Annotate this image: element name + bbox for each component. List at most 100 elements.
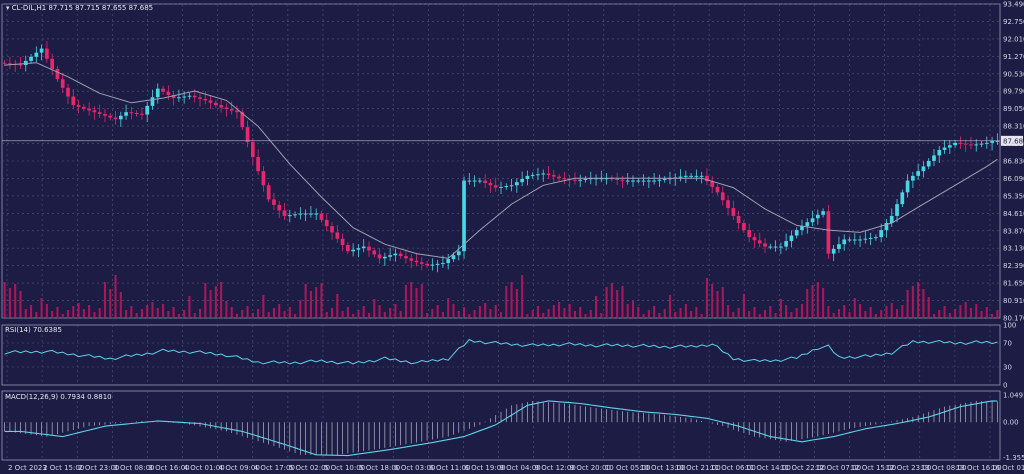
candle-up bbox=[657, 179, 662, 181]
volume-bar bbox=[262, 295, 265, 318]
volume-bar bbox=[573, 311, 576, 318]
volume-bar bbox=[721, 287, 724, 318]
volume-bar bbox=[135, 313, 138, 318]
candle-down bbox=[319, 213, 324, 220]
candle-down bbox=[171, 94, 176, 99]
volume-bar bbox=[320, 283, 323, 318]
volume-bar bbox=[156, 308, 159, 318]
volume-bar bbox=[732, 312, 735, 318]
volume-bar bbox=[980, 311, 983, 318]
candle-up bbox=[467, 180, 472, 182]
candle-down bbox=[562, 178, 567, 180]
volume-bar bbox=[241, 310, 244, 318]
rsi-tick-label: 0 bbox=[1003, 382, 1007, 390]
candle-down bbox=[726, 200, 730, 209]
y-tick-label: 80.170 bbox=[1003, 315, 1024, 323]
volume-bar bbox=[832, 313, 835, 318]
volume-bar bbox=[663, 309, 666, 318]
volume-bar bbox=[235, 314, 239, 318]
x-tick-label: 2 Oct 15:00 bbox=[43, 464, 84, 472]
rsi-tick-label: 30 bbox=[1003, 364, 1012, 372]
candle-down bbox=[129, 112, 134, 114]
volume-bar bbox=[299, 300, 302, 318]
volume-bar bbox=[341, 311, 344, 318]
candle-up bbox=[805, 222, 810, 227]
candle-up bbox=[456, 251, 461, 256]
volume-bar bbox=[72, 306, 75, 318]
candle-down bbox=[97, 112, 102, 114]
candle-up bbox=[520, 178, 524, 183]
candle-up bbox=[145, 105, 150, 115]
candle-down bbox=[747, 230, 752, 238]
x-tick-label: 16 Oct 01:00 bbox=[991, 464, 1024, 472]
y-tick-label: 92.750 bbox=[1003, 18, 1024, 26]
candle-down bbox=[113, 117, 118, 120]
candle-up bbox=[462, 180, 466, 252]
candle-down bbox=[219, 105, 223, 108]
candle-up bbox=[594, 178, 598, 180]
volume-bar bbox=[167, 311, 170, 318]
candle-up bbox=[647, 180, 651, 182]
candle-down bbox=[134, 112, 139, 114]
candle-up bbox=[868, 237, 873, 239]
rsi-pane[interactable] bbox=[1, 324, 1001, 386]
candle-up bbox=[668, 178, 672, 180]
y-tick-label: 91.270 bbox=[1003, 53, 1024, 61]
x-tick-label: 4 Oct 09:00 bbox=[219, 464, 260, 472]
candle-down bbox=[272, 199, 276, 205]
volume-bar bbox=[77, 303, 80, 318]
volume-bar bbox=[283, 311, 286, 318]
volume-bar bbox=[230, 307, 233, 318]
volume-bar bbox=[975, 304, 978, 318]
x-tick-label: 9 Oct 12:00 bbox=[535, 464, 576, 472]
volume-bar bbox=[811, 285, 814, 318]
candle-up bbox=[800, 226, 804, 231]
volume-bar bbox=[436, 305, 439, 318]
macd-pane[interactable] bbox=[1, 390, 1001, 461]
y-tick-label: 83.870 bbox=[1003, 227, 1024, 235]
volume-bar bbox=[631, 301, 635, 318]
candle-down bbox=[261, 171, 266, 186]
volume-bar bbox=[526, 314, 529, 318]
volume-bar bbox=[489, 309, 492, 318]
volume-bar bbox=[103, 282, 107, 318]
candle-down bbox=[742, 222, 746, 231]
volume-bar bbox=[816, 282, 819, 318]
candle-down bbox=[757, 240, 762, 244]
candle-down bbox=[557, 176, 561, 179]
volume-bar bbox=[996, 310, 999, 318]
volume-bar bbox=[711, 284, 714, 318]
candle-up bbox=[124, 112, 128, 116]
volume-bar bbox=[505, 286, 508, 318]
volume-bar bbox=[521, 275, 524, 318]
price-pane[interactable] bbox=[1, 3, 1001, 319]
volume-bar bbox=[774, 313, 777, 318]
candle-up bbox=[583, 178, 588, 180]
macd-tick-label: 0.00 bbox=[1003, 419, 1019, 427]
volume-bar bbox=[452, 304, 455, 318]
volume-bar bbox=[410, 282, 413, 318]
volume-bar bbox=[315, 287, 318, 318]
volume-bar bbox=[943, 306, 946, 318]
candle-down bbox=[398, 253, 403, 257]
candle-down bbox=[324, 219, 329, 227]
candle-down bbox=[161, 88, 165, 92]
volume-bar bbox=[188, 296, 191, 318]
volume-bar bbox=[82, 309, 85, 318]
last-price-tag bbox=[1001, 135, 1023, 146]
candle-down bbox=[372, 250, 377, 255]
volume-bar bbox=[911, 286, 914, 318]
price-header: ▾ CL-DIL,H1 87.715 87.715 87.655 87.685 bbox=[6, 4, 153, 12]
candle-up bbox=[858, 239, 862, 241]
volume-bar bbox=[193, 313, 196, 318]
volume-bar bbox=[637, 307, 640, 318]
volume-bar bbox=[668, 295, 672, 318]
candle-down bbox=[250, 142, 255, 157]
candle-down bbox=[18, 64, 23, 66]
volume-bar bbox=[394, 304, 397, 318]
candle-down bbox=[2, 62, 7, 64]
x-tick-label: 5 Oct 10:00 bbox=[324, 464, 365, 472]
volume-bar bbox=[14, 284, 17, 318]
candle-up bbox=[937, 149, 942, 156]
